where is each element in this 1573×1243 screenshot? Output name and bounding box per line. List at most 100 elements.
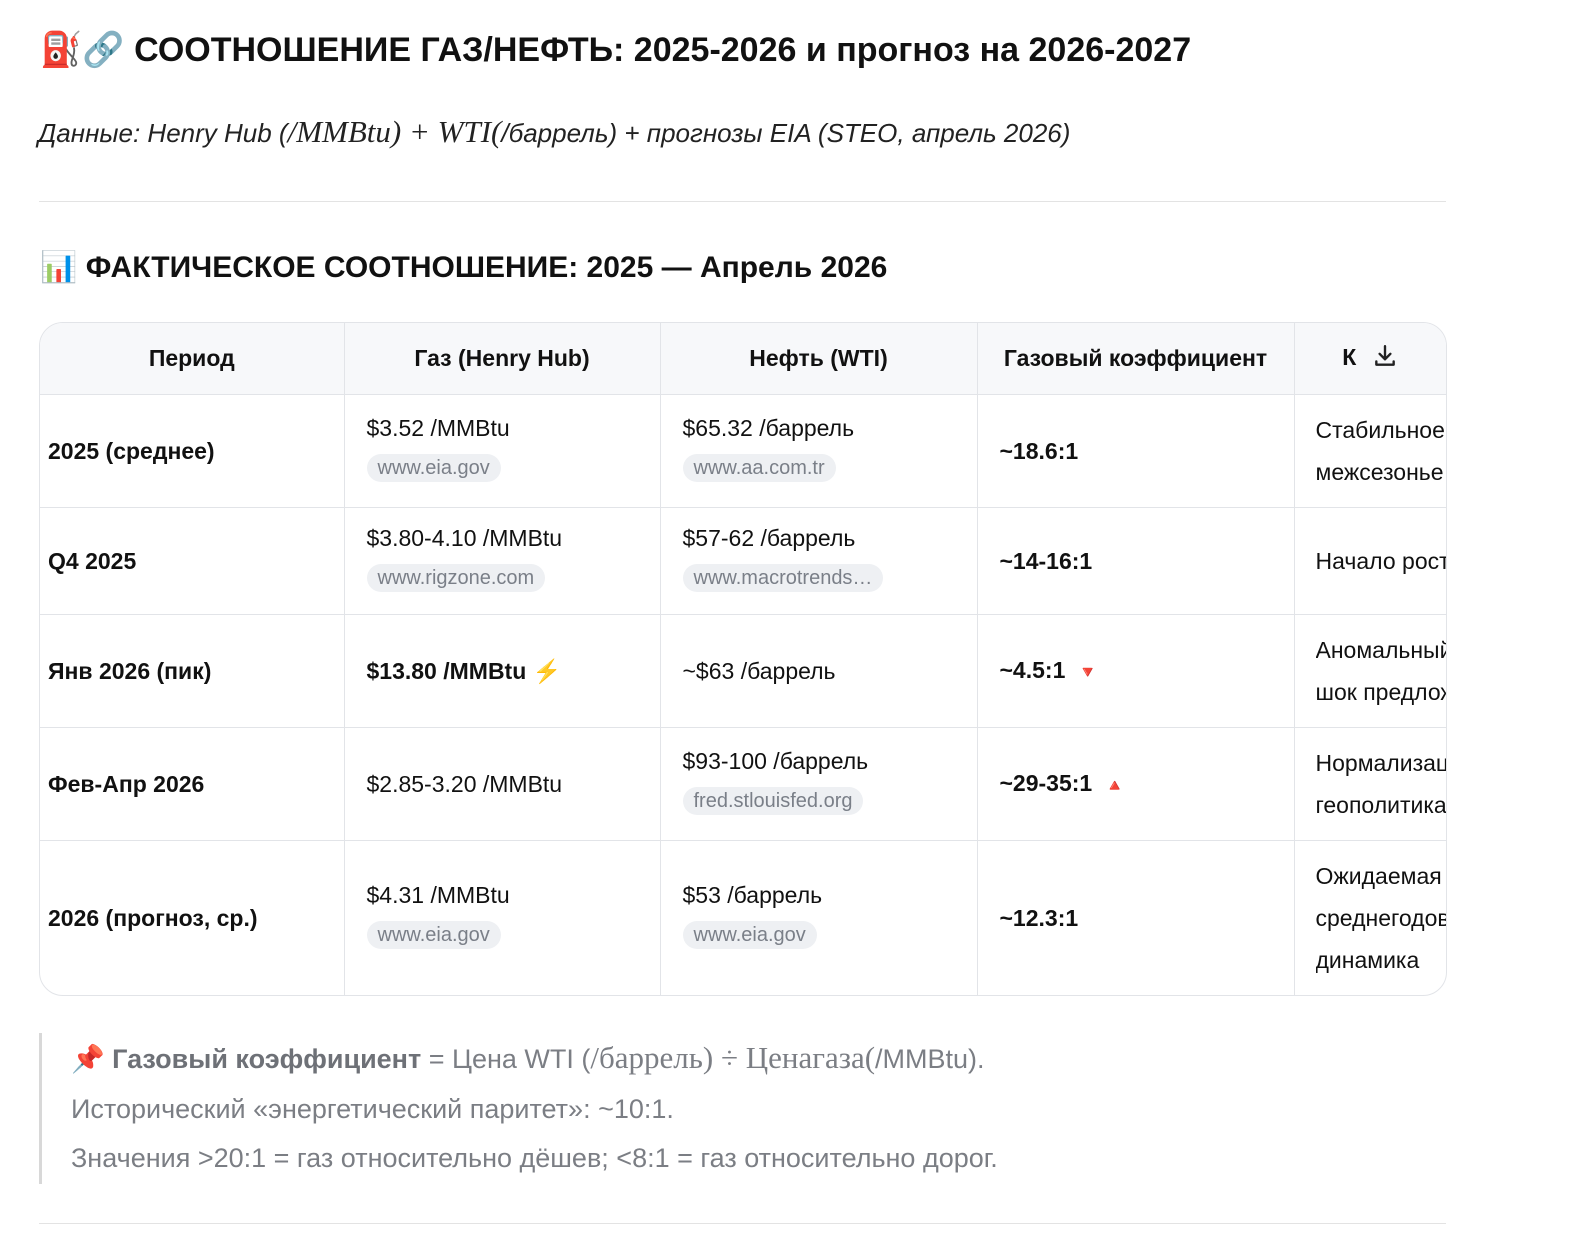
source-row: www.eia.gov <box>682 911 969 957</box>
note-line: Значения >20:1 = газ относительно дёшев;… <box>71 1134 998 1184</box>
oil-cell: $65.32 /баррель www.aa.com.tr <box>660 394 978 508</box>
comment-line: динамика <box>1315 947 1420 973</box>
comment-line: Нормализация <box>1315 750 1447 776</box>
comment-line: межсезонье <box>1315 459 1444 485</box>
ratio-cell: ~29-35:1 🔺 <box>977 727 1295 841</box>
download-button[interactable] <box>1372 343 1398 375</box>
price: $3.52 /MMBtu <box>366 415 510 441</box>
ratio-cell: ~12.3:1 <box>977 840 1295 995</box>
table-body: 2025 (среднее) $3.52 /MMBtu www.eia.gov $65… <box>40 394 1447 995</box>
source-row: www.macrotrends… <box>682 554 969 600</box>
comment-line: Начало роста <box>1315 548 1447 574</box>
column-header: Газовый коэффициент <box>977 323 1295 395</box>
source-row: www.aa.com.tr <box>682 444 969 490</box>
divider <box>39 1223 1446 1224</box>
source-chip[interactable]: www.eia.gov <box>366 454 501 482</box>
price: $93-100 /баррель <box>682 748 869 774</box>
ratio: ~12.3:1 <box>999 905 1079 931</box>
source-chip[interactable]: fred.stlouisfed.org <box>682 787 864 815</box>
column-header: Нефть (WTI) <box>660 323 978 395</box>
oil-cell: ~$63 /баррель <box>660 614 978 728</box>
text-segment: /MMBtu). <box>875 1044 985 1074</box>
header-row: Период Газ (Henry Hub) Нефть (WTI) Газовый … <box>40 323 1446 395</box>
divider <box>39 201 1446 202</box>
source-row: www.eia.gov <box>366 444 652 490</box>
comment-line: геополитика <box>1315 792 1447 818</box>
comment-cell: Нормализация геополитика <box>1294 727 1447 841</box>
oil-cell: $93-100 /баррель fred.stlouisfed.org <box>660 727 978 841</box>
column-header-text: К <box>1342 343 1357 370</box>
ratio: ~29-35:1 <box>999 769 1093 796</box>
page-title: ⛽🔗 СООТНОШЕНИЕ ГАЗ/НЕФТЬ: 2025-2026 и пр… <box>40 31 1192 69</box>
price: $65.32 /баррель <box>682 415 855 441</box>
source-chip[interactable]: www.aa.com.tr <box>682 454 836 482</box>
data-table: Период Газ (Henry Hub) Нефть (WTI) Газовый … <box>40 323 1446 995</box>
period-cell: Фев-Апр 2026 <box>40 727 345 841</box>
column-header-text: Газ (Henry Hub) <box>414 345 590 371</box>
ratio: ~18.6:1 <box>999 438 1079 464</box>
text-segment: Значения >20:1 = газ относительно дёшев;… <box>71 1143 998 1173</box>
price: $4.31 /MMBtu <box>366 882 510 908</box>
comment-cell: Аномальный шок предложения <box>1294 614 1447 728</box>
math-text: /баррель) ÷ Ценагаза( <box>590 1040 876 1075</box>
source-row: www.eia.gov <box>366 911 652 957</box>
column-header: Газ (Henry Hub) <box>344 323 661 395</box>
text-segment: = Цена WTI ( <box>421 1044 591 1074</box>
table-row: 2025 (среднее) $3.52 /MMBtu www.eia.gov $65… <box>40 394 1446 508</box>
source-chip[interactable]: www.eia.gov <box>366 921 501 949</box>
oil-cell: $57-62 /баррель www.macrotrends… <box>660 507 978 615</box>
gas-cell: $13.80 /MMBtu ⚡ <box>344 614 661 728</box>
price: $53 /баррель <box>682 882 823 908</box>
text-segment: /баррель) + прогнозы EIA (STEO, апрель 2… <box>501 118 1071 148</box>
price: $2.85-3.20 /MMBtu <box>366 771 563 797</box>
comment-line: шок предложения <box>1315 679 1447 705</box>
text-segment: Данные: Henry Hub ( <box>38 118 288 148</box>
column-header: К <box>1294 323 1446 395</box>
trend-icon: 🔻 <box>1077 662 1099 682</box>
period-cell: Янв 2026 (пик) <box>40 614 345 728</box>
price: $13.80 /MMBtu ⚡ <box>366 658 562 684</box>
source-chip[interactable]: www.macrotrends… <box>682 564 884 592</box>
source-chip[interactable]: www.rigzone.com <box>366 564 546 592</box>
table-row: Q4 2025 $3.80-4.10 /MMBtu www.rigzone.com $… <box>40 507 1447 615</box>
column-header-text: Период <box>148 345 235 371</box>
price: ~$63 /баррель <box>682 658 836 684</box>
text-segment: Газовый коэффициент <box>112 1044 422 1074</box>
period-cell: 2025 (среднее) <box>40 394 345 508</box>
ratio: ~4.5:1 <box>999 656 1066 683</box>
price: $3.80-4.10 /MMBtu <box>366 525 563 551</box>
comment-line: среднегодовая <box>1315 905 1447 931</box>
column-header: Период <box>40 323 345 395</box>
gas-cell: $3.52 /MMBtu www.eia.gov <box>344 394 661 508</box>
table-row: 2026 (прогноз, ср.) $4.31 /MMBtu www.eia.g… <box>40 840 1447 995</box>
column-header-text: Газовый коэффициент <box>1003 345 1268 371</box>
ratio-cell: ~14-16:1 <box>977 507 1295 615</box>
comment-line: Стабильное <box>1315 417 1445 443</box>
table-container: Период Газ (Henry Hub) Нефть (WTI) Газовый … <box>39 322 1447 996</box>
table-row: Янв 2026 (пик) $13.80 /MMBtu ⚡ ~$63 /барре… <box>40 614 1447 728</box>
source-chip[interactable]: www.eia.gov <box>682 921 817 949</box>
subtitle: Данные: Henry Hub (/MMBtu) + WTI(/баррел… <box>38 114 1070 150</box>
note-line: Исторический «энергетический паритет»: ~… <box>71 1085 998 1135</box>
table-row: Фев-Апр 2026 $2.85-3.20 /MMBtu $93-100 /ба… <box>40 727 1447 841</box>
trend-icon: 🔺 <box>1104 775 1126 795</box>
text-segment: Исторический «энергетический паритет»: ~… <box>71 1093 674 1124</box>
comment-line: Аномальный <box>1315 637 1447 663</box>
gas-cell: $3.80-4.10 /MMBtu www.rigzone.com <box>344 507 661 615</box>
comment-line: Ожидаемая <box>1315 863 1442 889</box>
ratio: ~14-16:1 <box>999 548 1093 574</box>
period-cell: 2026 (прогноз, ср.) <box>40 840 345 995</box>
comment-cell: Стабильное межсезонье <box>1294 394 1446 508</box>
comment-cell: Ожидаемая среднегодовая динамика <box>1294 840 1447 995</box>
source-row: fred.stlouisfed.org <box>682 777 969 823</box>
price: $57-62 /баррель <box>682 525 856 551</box>
gas-cell: $4.31 /MMBtu www.eia.gov <box>344 840 661 995</box>
column-header-text: Нефть (WTI) <box>749 345 888 371</box>
source-row: www.rigzone.com <box>366 554 652 600</box>
comment-cell: Начало роста <box>1294 507 1447 615</box>
math-text: /MMBtu) + WTI( <box>287 114 502 149</box>
gas-cell: $2.85-3.20 /MMBtu <box>344 727 661 841</box>
oil-cell: $53 /баррель www.eia.gov <box>660 840 978 995</box>
